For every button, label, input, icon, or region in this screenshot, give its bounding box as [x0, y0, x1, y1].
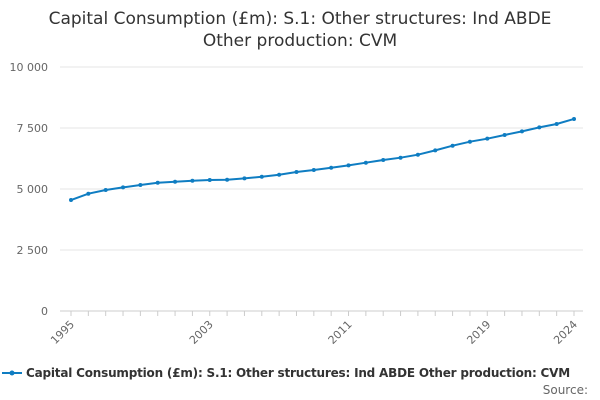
- data-point: [519, 129, 524, 134]
- data-point: [363, 160, 368, 165]
- data-point: [207, 177, 212, 182]
- x-tick-label: 2024: [551, 318, 580, 347]
- data-point: [485, 136, 490, 141]
- x-tick-label: 2003: [187, 318, 216, 347]
- legend-line-icon: [2, 370, 22, 376]
- data-point: [311, 167, 316, 172]
- legend[interactable]: Capital Consumption (£m): S.1: Other str…: [2, 366, 570, 380]
- x-tick-label: 2011: [326, 318, 355, 347]
- data-point: [138, 182, 143, 187]
- series-line: [70, 118, 575, 201]
- source-label: Source:: [542, 383, 588, 397]
- chart-title-line-2: Other production: CVM: [202, 31, 398, 51]
- x-tick-label: 1995: [48, 318, 77, 347]
- legend-label: Capital Consumption (£m): S.1: Other str…: [26, 366, 570, 380]
- data-point: [502, 132, 507, 137]
- chart-title: Capital Consumption (£m): S.1: Other str…: [0, 8, 600, 52]
- data-point: [121, 185, 126, 190]
- y-tick-label: 7 500: [17, 122, 49, 135]
- data-point: [173, 179, 178, 184]
- data-point: [572, 116, 576, 121]
- data-point: [103, 188, 108, 193]
- y-tick-label: 5 000: [17, 183, 49, 196]
- data-point: [415, 152, 420, 157]
- y-tick-label: 10 000: [10, 61, 49, 74]
- data-point: [86, 191, 91, 196]
- y-tick-label: 0: [41, 305, 48, 318]
- data-point: [242, 176, 247, 181]
- data-point: [554, 121, 559, 126]
- data-point: [190, 178, 195, 183]
- data-point: [155, 180, 160, 185]
- data-point: [467, 139, 472, 144]
- data-point: [398, 155, 403, 160]
- data-point: [329, 165, 334, 170]
- x-tick-label: 2019: [464, 318, 493, 347]
- data-point: [259, 174, 264, 179]
- chart-title-line-1: Capital Consumption (£m): S.1: Other str…: [48, 9, 552, 29]
- data-point: [294, 169, 299, 174]
- data-point: [346, 163, 351, 168]
- data-point: [381, 157, 386, 162]
- data-point: [69, 198, 73, 203]
- data-point: [277, 172, 282, 177]
- data-point: [433, 148, 438, 153]
- data-point: [537, 125, 542, 130]
- data-point: [225, 177, 230, 182]
- y-tick-label: 2 500: [17, 244, 49, 257]
- data-point: [450, 143, 455, 148]
